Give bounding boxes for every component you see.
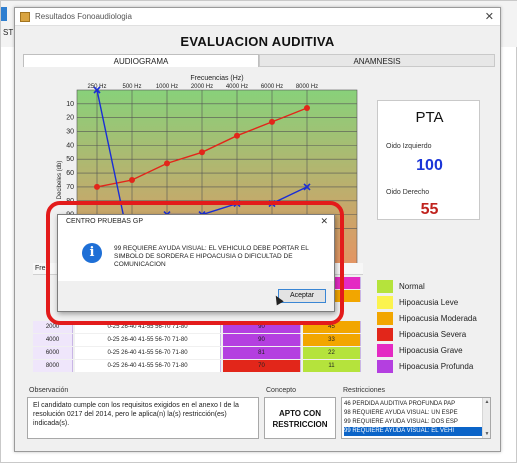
dialog-title: CENTRO PRUEBAS GP xyxy=(66,218,144,225)
table-header-frequency: Fre xyxy=(35,265,46,272)
y-tick-label: 40 xyxy=(66,142,74,149)
y-axis-label: Decibeles (db) xyxy=(57,161,63,200)
scroll-down-icon[interactable]: ▼ xyxy=(484,431,490,437)
legend-swatch xyxy=(377,328,393,341)
table-cell-ranges: 0-25 26-40 41-55 56-70 71-80 xyxy=(75,334,221,346)
scroll-up-icon[interactable]: ▲ xyxy=(484,399,490,405)
results-window: Resultados Fonoaudiologia ✕ EVALUACION A… xyxy=(14,7,501,452)
message-dialog: CENTRO PRUEBAS GP ✕ i 99 REQUIERE AYUDA … xyxy=(57,214,335,312)
y-tick-label: 60 xyxy=(66,170,74,177)
table-cell-frequency: 6000 xyxy=(33,347,73,359)
series-point xyxy=(269,118,275,125)
series-point xyxy=(304,105,310,111)
restricciones-list[interactable]: 46 PERDIDA AUDITIVA PROFUNDA PAP 98 REQUI… xyxy=(341,397,491,439)
pta-title: PTA xyxy=(415,109,444,126)
legend-swatch xyxy=(377,360,393,373)
legend-label: Hipoacusia Profunda xyxy=(399,362,474,371)
x-axis-label: Frecuencias (Hz) xyxy=(190,75,243,82)
legend-swatch xyxy=(377,296,393,309)
dialog-close-button[interactable]: ✕ xyxy=(320,216,328,226)
y-tick-label: 20 xyxy=(66,115,74,122)
restricciones-label: Restricciones xyxy=(343,387,386,394)
legend-item: Hipoacusia Severa xyxy=(377,328,495,342)
restriccion-item[interactable]: 99 REQUIERE AYUDA VISUAL: DOS ESP xyxy=(344,419,458,425)
series-point xyxy=(303,183,311,191)
tab-anamnesis[interactable]: ANAMNESIS xyxy=(259,54,495,67)
table-row: 6000 0-25 26-40 41-55 56-70 71-80 81 22 xyxy=(33,347,363,359)
x-tick-label: 4000 Hz xyxy=(226,84,248,90)
table-cell-right-ear: 33 xyxy=(303,334,361,346)
pta-left-value: 100 xyxy=(416,157,443,174)
window-titlebar: Resultados Fonoaudiologia ✕ xyxy=(15,8,500,26)
restriccion-item[interactable]: 99 REQUIERE AYUDA VISUAL: EL VEHI xyxy=(344,427,482,436)
legend-item: Hipoacusia Leve xyxy=(377,296,495,310)
series-point xyxy=(199,149,205,156)
x-tick-label: 1000 Hz xyxy=(156,84,178,90)
dialog-body: i 99 REQUIERE AYUDA VISUAL: EL VEHICULO … xyxy=(58,229,334,281)
legend-label: Hipoacusia Moderada xyxy=(399,314,477,323)
table-cell-right-ear: 11 xyxy=(303,360,361,372)
series-point xyxy=(93,86,101,94)
table-cell-left-ear: 90 xyxy=(223,334,301,346)
pta-left-label: Oido Izquierdo xyxy=(386,143,432,150)
restricciones-scrollbar[interactable]: ▲ ▼ xyxy=(482,398,490,438)
observacion-textbox[interactable]: El candidato cumple con los requisitos e… xyxy=(27,397,259,439)
concepto-label: Concepto xyxy=(266,387,296,394)
legend-label: Hipoacusia Grave xyxy=(399,346,463,355)
legend-label: Hipoacusia Severa xyxy=(399,330,467,339)
series-point xyxy=(129,177,135,183)
legend-item: Hipoacusia Moderada xyxy=(377,312,495,326)
table-cell-ranges: 0-25 26-40 41-55 56-70 71-80 xyxy=(75,347,221,359)
tab-audiograma[interactable]: AUDIOGRAMA xyxy=(23,54,259,67)
page-title: EVALUACION AUDITIVA xyxy=(180,34,335,49)
x-tick-label: 2000 Hz xyxy=(191,84,213,90)
concepto-value: APTO CON RESTRICCION xyxy=(264,397,336,439)
legend-item: Normal xyxy=(377,280,495,294)
pta-right-label: Oido Derecho xyxy=(386,189,430,196)
pta-panel: PTA Oido Izquierdo 100 Oido Derecho 55 xyxy=(377,100,480,220)
restriccion-item[interactable]: 46 PERDIDA AUDITIVA PROFUNDA PAP xyxy=(344,401,456,407)
dialog-titlebar: CENTRO PRUEBAS GP ✕ xyxy=(58,215,334,229)
x-tick-label: 8000 Hz xyxy=(296,84,318,90)
series-point xyxy=(234,132,240,139)
table-cell-left-ear: 70 xyxy=(223,360,301,372)
table-cell-right-ear: 22 xyxy=(303,347,361,359)
aceptar-button[interactable]: Aceptar xyxy=(278,289,326,303)
x-tick-label: 250 Hz xyxy=(87,84,106,90)
y-tick-label: 50 xyxy=(66,156,74,163)
info-icon: i xyxy=(82,243,102,263)
table-row: 4000 0-25 26-40 41-55 56-70 71-80 90 33 xyxy=(33,334,363,346)
x-tick-label: 6000 Hz xyxy=(261,84,283,90)
table-row: 8000 0-25 26-40 41-55 56-70 71-80 70 11 xyxy=(33,360,363,372)
legend-item: Hipoacusia Grave xyxy=(377,344,495,358)
tab-strip: AUDIOGRAMA ANAMNESIS xyxy=(23,54,495,67)
y-tick-label: 30 xyxy=(66,129,74,136)
y-tick-label: 70 xyxy=(66,184,74,191)
window-title: Resultados Fonoaudiologia xyxy=(35,12,132,21)
table-cell-frequency: 4000 xyxy=(33,334,73,346)
table-cell-frequency: 8000 xyxy=(33,360,73,372)
legend-swatch xyxy=(377,312,393,325)
y-tick-label: 10 xyxy=(66,101,74,108)
table-cell-ranges: 0-25 26-40 41-55 56-70 71-80 xyxy=(75,360,221,372)
background-app-tab xyxy=(1,7,7,21)
dialog-message: 99 REQUIERE AYUDA VISUAL: EL VEHICULO DE… xyxy=(114,245,309,268)
legend-label: Hipoacusia Leve xyxy=(399,298,459,307)
observacion-label: Observación xyxy=(29,387,69,394)
legend-swatch xyxy=(377,344,393,357)
x-tick-label: 500 Hz xyxy=(122,84,141,90)
legend-item: Hipoacusia Profunda xyxy=(377,360,495,374)
annotation-highlight xyxy=(46,201,344,325)
restriccion-item[interactable]: 98 REQUIERE AYUDA VISUAL: UN ESPE xyxy=(344,410,458,416)
series-point xyxy=(164,160,170,167)
legend-swatch xyxy=(377,280,393,293)
app-icon xyxy=(20,12,30,22)
pta-right-value: 55 xyxy=(420,201,439,218)
table-cell-left-ear: 81 xyxy=(223,347,301,359)
window-close-button[interactable]: ✕ xyxy=(484,11,494,23)
background-app-label: ST E xyxy=(3,28,21,37)
series-point xyxy=(94,183,100,190)
legend-label: Normal xyxy=(399,282,425,291)
